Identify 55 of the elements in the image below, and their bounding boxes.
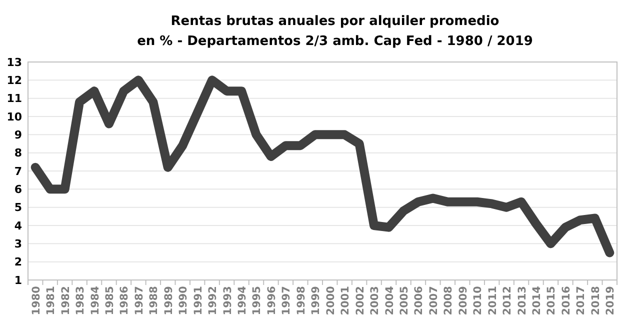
x-tick-label: 2015 (546, 286, 558, 316)
x-tick-label: 1995 (251, 286, 264, 316)
x-tick-label: 1993 (222, 286, 234, 316)
x-tick-label: 2017 (575, 286, 588, 316)
x-tick-label: 1991 (192, 286, 204, 316)
y-tick-label: 11 (6, 92, 22, 106)
x-tick-label: 1998 (295, 286, 308, 316)
x-tick-label: 2008 (442, 286, 455, 316)
y-tick-label: 12 (6, 74, 22, 88)
y-tick-label: 13 (6, 56, 22, 69)
x-tick-label: 1990 (178, 286, 190, 316)
x-tick-label: 2004 (384, 286, 396, 316)
y-tick-label: 3 (14, 238, 22, 251)
x-tick-label: 2012 (502, 286, 514, 316)
x-tick-label: 1996 (266, 286, 278, 316)
x-tick-label: 2009 (457, 286, 470, 316)
x-tick-label: 2016 (560, 286, 572, 316)
y-tick-label: 1 (14, 274, 22, 287)
x-tick-label: 1997 (280, 286, 293, 316)
x-tick-label: 1985 (104, 286, 116, 316)
x-tick-label: 1983 (74, 286, 87, 316)
x-tick-label: 2019 (604, 286, 617, 316)
y-tick-label: 4 (14, 219, 22, 232)
x-tick-label: 2010 (472, 286, 484, 316)
chart-subtitle: en % - Departamentos 2/3 amb. Cap Fed - 1980 / 2019 (137, 34, 533, 49)
x-tick-label: 2002 (354, 286, 366, 316)
y-tick-label: 7 (14, 164, 22, 178)
x-tick-label: 1999 (310, 286, 322, 316)
y-tick-label: 6 (14, 183, 22, 196)
chart-title: Rentas brutas anuales por alquiler promedio (170, 14, 500, 29)
x-tick-label: 1982 (60, 286, 72, 316)
x-tick-label: 2003 (369, 286, 382, 316)
y-tick-label: 2 (14, 256, 22, 269)
y-tick-label: 9 (14, 128, 22, 142)
x-tick-label: 1992 (207, 286, 220, 316)
x-tick-label: 1989 (162, 286, 175, 316)
x-tick-label: 1987 (133, 286, 146, 316)
x-tick-label: 1994 (236, 286, 249, 316)
y-tick-label: 5 (14, 201, 22, 214)
x-tick-label: 2013 (516, 286, 528, 316)
x-tick-label: 2005 (398, 286, 410, 316)
x-tick-label: 1980 (30, 286, 42, 316)
x-tick-label: 2018 (590, 286, 602, 316)
y-tick-label: 10 (6, 110, 22, 124)
y-tick-label: 8 (14, 146, 22, 160)
x-tick-label: 2011 (486, 286, 499, 316)
x-tick-label: 2001 (340, 286, 352, 316)
x-tick-label: 2006 (413, 286, 426, 316)
x-tick-label: 2014 (531, 286, 544, 316)
x-tick-label: 2007 (428, 286, 440, 316)
x-tick-label: 1984 (89, 286, 102, 316)
x-tick-label: 2000 (324, 286, 337, 316)
x-tick-label: 1988 (148, 286, 160, 316)
x-tick-label: 1981 (45, 286, 58, 316)
x-tick-label: 1986 (118, 286, 131, 316)
